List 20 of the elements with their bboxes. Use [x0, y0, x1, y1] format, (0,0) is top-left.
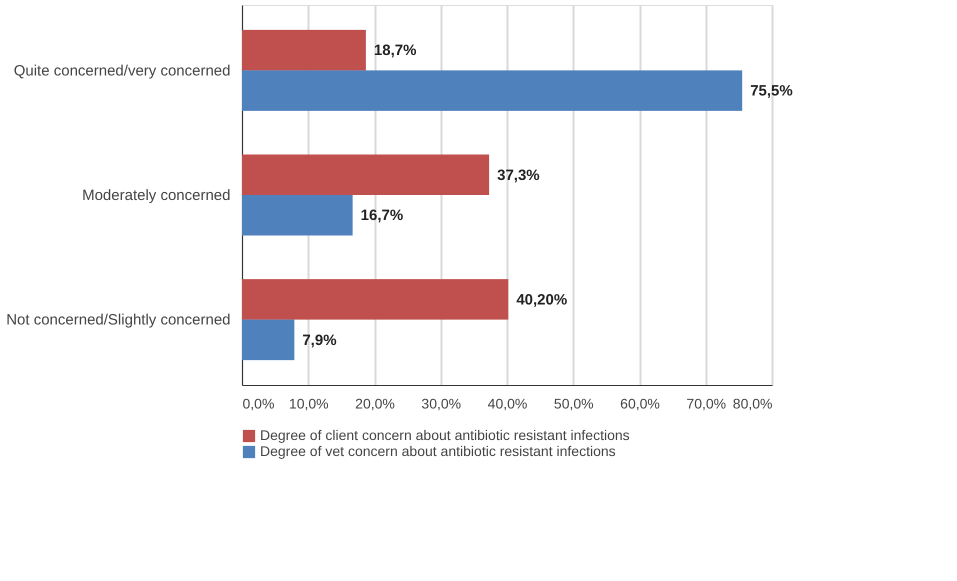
x-tick-label: 60,0%: [620, 396, 660, 412]
data-label: 7,9%: [302, 332, 337, 349]
y-tick-label: Not concerned/Slightly concerned: [6, 312, 230, 329]
data-label: 16,7%: [360, 207, 404, 224]
legend-label: Degree of client concern about antibiotic resistant infections: [260, 427, 630, 443]
data-label: 18,7%: [374, 42, 416, 60]
x-tick-label: 0,0%: [242, 396, 274, 412]
data-label: 37,3%: [497, 166, 540, 184]
x-tick-label: 20,0%: [355, 396, 395, 412]
x-tick-label: 70,0%: [686, 396, 726, 412]
legend-label: Degree of vet concern about antibiotic resistant infections: [260, 443, 616, 459]
y-tick-label: Quite concerned/very concerned: [14, 62, 230, 80]
x-tick-label: 80,0%: [732, 396, 772, 412]
x-tick-label: 30,0%: [421, 396, 462, 412]
y-tick-label: Moderately concerned: [82, 187, 230, 204]
x-tick-label: 50,0%: [554, 396, 594, 412]
x-tick-label: 10,0%: [288, 396, 329, 412]
data-label: 75,5%: [750, 82, 793, 100]
x-tick-label: 40,0%: [488, 396, 528, 412]
data-label: 40,20%: [516, 291, 568, 308]
